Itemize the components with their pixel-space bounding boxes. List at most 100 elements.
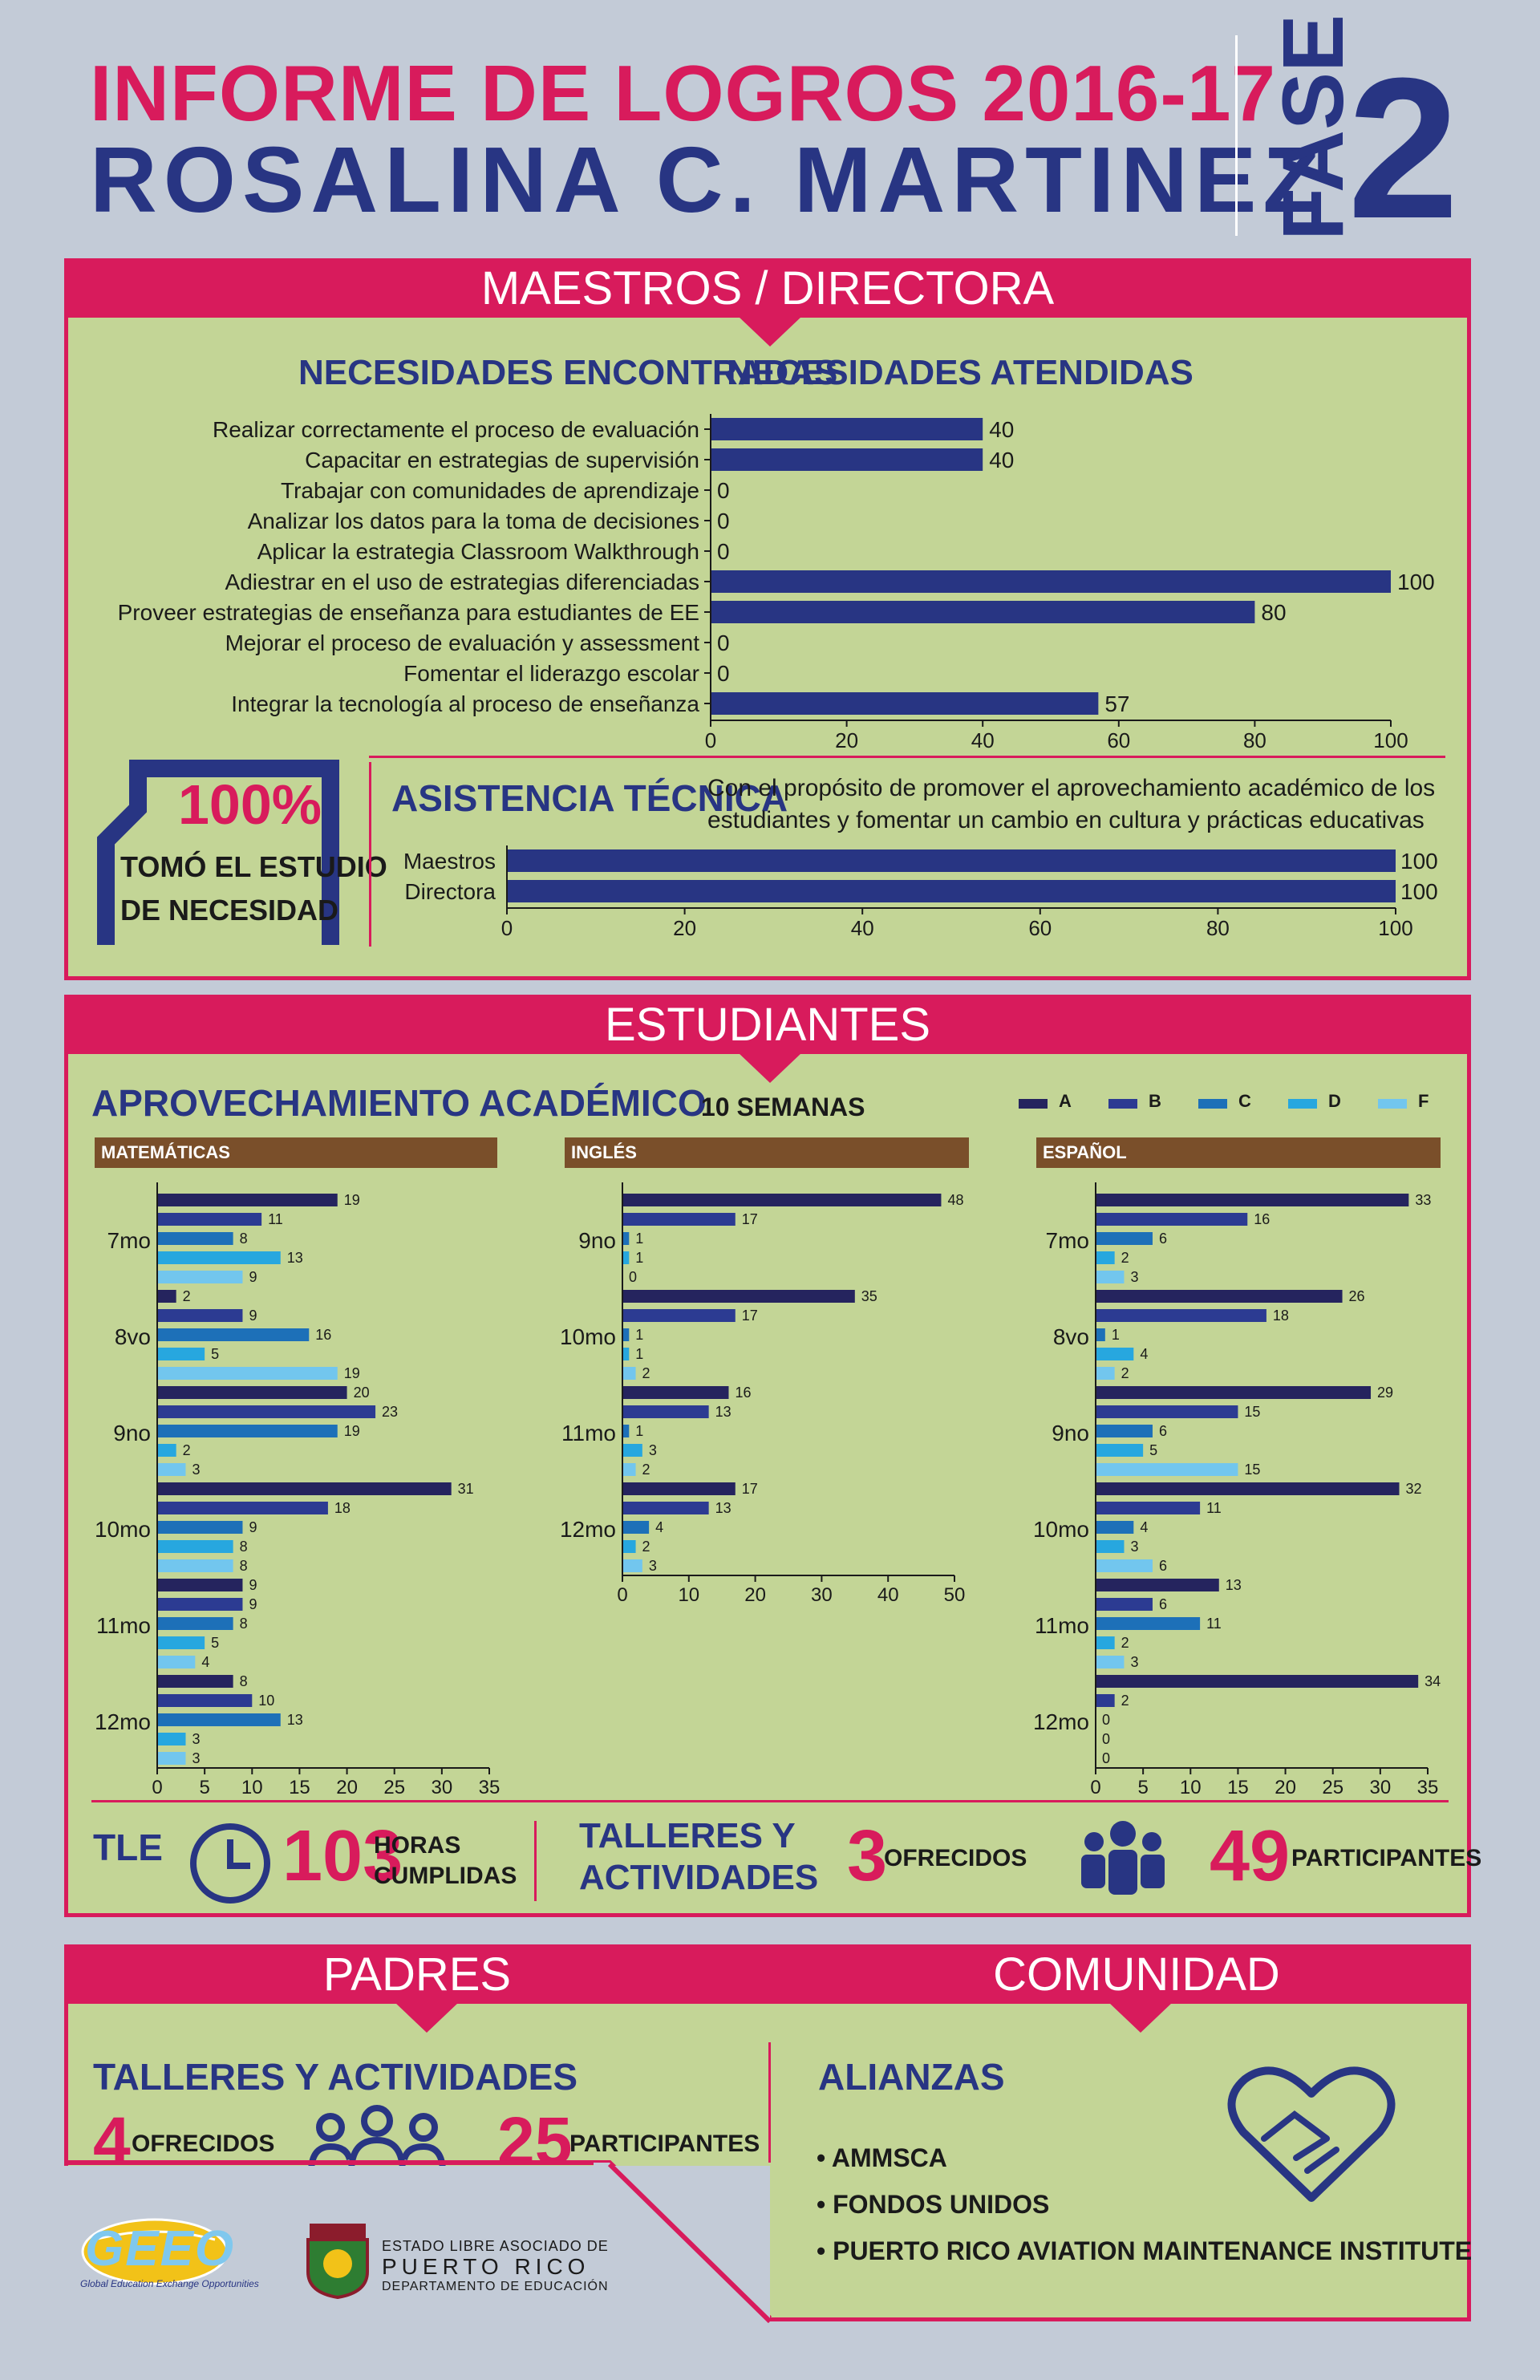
aprov-title: APROVECHAMIENTO ACADÉMICO [91, 1082, 707, 1124]
data-label: 16 [315, 1327, 331, 1343]
alianzas-title: ALIANZAS [818, 2056, 1005, 2098]
bar [622, 1232, 630, 1245]
x-tick-label: 20 [835, 728, 858, 752]
bar [1096, 1328, 1105, 1341]
tle-divider [91, 1800, 1449, 1802]
x-tick-label: 15 [1227, 1777, 1249, 1797]
asistencia-title: ASISTENCIA TÉCNICA [391, 777, 788, 819]
legend-swatch [1378, 1099, 1407, 1109]
x-tick-label: 20 [673, 916, 696, 940]
bar [157, 1733, 186, 1745]
bar [622, 1194, 942, 1206]
bar [157, 1579, 243, 1591]
data-label: 11 [1206, 1500, 1222, 1516]
bar [157, 1598, 243, 1611]
padres-pointer [395, 2002, 459, 2033]
data-label: 5 [1149, 1442, 1157, 1458]
category-label: Analizar los datos para la toma de decis… [248, 509, 699, 533]
bar [711, 601, 1255, 623]
data-label: 3 [192, 1731, 200, 1747]
bar [157, 1502, 328, 1514]
padres-comunidad-header [64, 1944, 1471, 2004]
data-label: 29 [1377, 1385, 1393, 1401]
asistencia-desc-2: estudiantes y fomentar un cambio en cult… [707, 807, 1424, 833]
maestros-section-title: MAESTROS / DIRECTORA [64, 258, 1471, 318]
bar [622, 1521, 650, 1534]
x-tick-label: 0 [1090, 1777, 1100, 1797]
bar [157, 1425, 338, 1437]
group-icon [1081, 1821, 1165, 1895]
x-tick-label: 10 [1180, 1777, 1202, 1797]
data-label: 3 [1130, 1269, 1138, 1285]
bar [157, 1405, 376, 1418]
x-tick-label: 40 [877, 1584, 899, 1606]
data-label: 34 [1424, 1673, 1441, 1689]
col-right-heading: NECESIDADES ATENDIDAS [727, 353, 1194, 392]
bar [622, 1367, 636, 1380]
puerto-rico-seal-icon [306, 2224, 369, 2299]
ofrecidos-label: OFRECIDOS [884, 1845, 1027, 1871]
data-label: 0 [629, 1269, 637, 1285]
data-label: 0 [717, 630, 730, 655]
bar [622, 1309, 736, 1322]
data-label: 2 [1121, 1693, 1129, 1709]
padres-ofrecidos-label: OFRECIDOS [132, 2131, 275, 2157]
talleres-label-1: TALLERES Y [579, 1816, 796, 1855]
data-label: 2 [642, 1539, 650, 1555]
category-label: 7mo [1046, 1228, 1089, 1253]
x-tick-label: 50 [944, 1584, 966, 1606]
bar [622, 1540, 636, 1553]
x-tick-label: 15 [289, 1777, 310, 1797]
data-label: 35 [861, 1288, 877, 1304]
data-label: 100 [1400, 879, 1438, 904]
data-label: 19 [344, 1365, 360, 1381]
legend-swatch [1019, 1099, 1048, 1109]
data-label: 13 [287, 1712, 303, 1728]
data-label: 3 [1130, 1654, 1138, 1670]
legend-swatch [1108, 1099, 1137, 1109]
bar [1096, 1309, 1266, 1322]
data-label: 8 [240, 1558, 248, 1574]
padres-comunidad-divider [768, 2042, 771, 2163]
participantes-label: PARTICIPANTES [1291, 1845, 1482, 1871]
col-left-heading: NECESIDADES ENCONTRADAS [298, 353, 838, 392]
bar [507, 880, 1396, 902]
data-label: 16 [735, 1385, 751, 1401]
data-label: 100 [1397, 570, 1435, 594]
legend-label: F [1418, 1091, 1429, 1111]
x-tick-label: 30 [432, 1777, 453, 1797]
x-tick-label: 20 [1275, 1777, 1296, 1797]
category-label: 11mo [1035, 1613, 1089, 1638]
bar [1096, 1405, 1238, 1418]
x-tick-label: 80 [1206, 916, 1230, 940]
data-label: 6 [1159, 1558, 1167, 1574]
x-tick-label: 40 [851, 916, 874, 940]
data-label: 17 [742, 1308, 758, 1324]
bar [157, 1656, 196, 1668]
bar [157, 1694, 253, 1707]
category-label: 10mo [95, 1517, 151, 1542]
bar [1096, 1656, 1125, 1668]
padres-talleres-title: TALLERES Y ACTIVIDADES [93, 2056, 578, 2098]
data-label: 4 [201, 1654, 209, 1670]
bar [711, 692, 1099, 715]
bar [1096, 1559, 1153, 1572]
bar [157, 1367, 338, 1380]
legend-label: D [1328, 1091, 1341, 1111]
data-label: 32 [1406, 1481, 1422, 1497]
data-label: 2 [1121, 1250, 1129, 1266]
bar [1096, 1502, 1201, 1514]
bar [1096, 1598, 1153, 1611]
ofrecidos-value: 3 [847, 1816, 888, 1896]
bar [157, 1444, 176, 1457]
bar [1096, 1194, 1409, 1206]
data-label: 3 [649, 1442, 657, 1458]
category-label: 11mo [561, 1421, 616, 1445]
bar [157, 1617, 233, 1630]
subject-ingles: INGLÉS [565, 1137, 969, 1168]
data-label: 15 [1244, 1462, 1260, 1478]
bar [622, 1405, 709, 1418]
bar [157, 1482, 452, 1495]
category-label: Adiestrar en el uso de estrategias difer… [225, 570, 699, 594]
fase-number: 2 [1348, 36, 1460, 260]
